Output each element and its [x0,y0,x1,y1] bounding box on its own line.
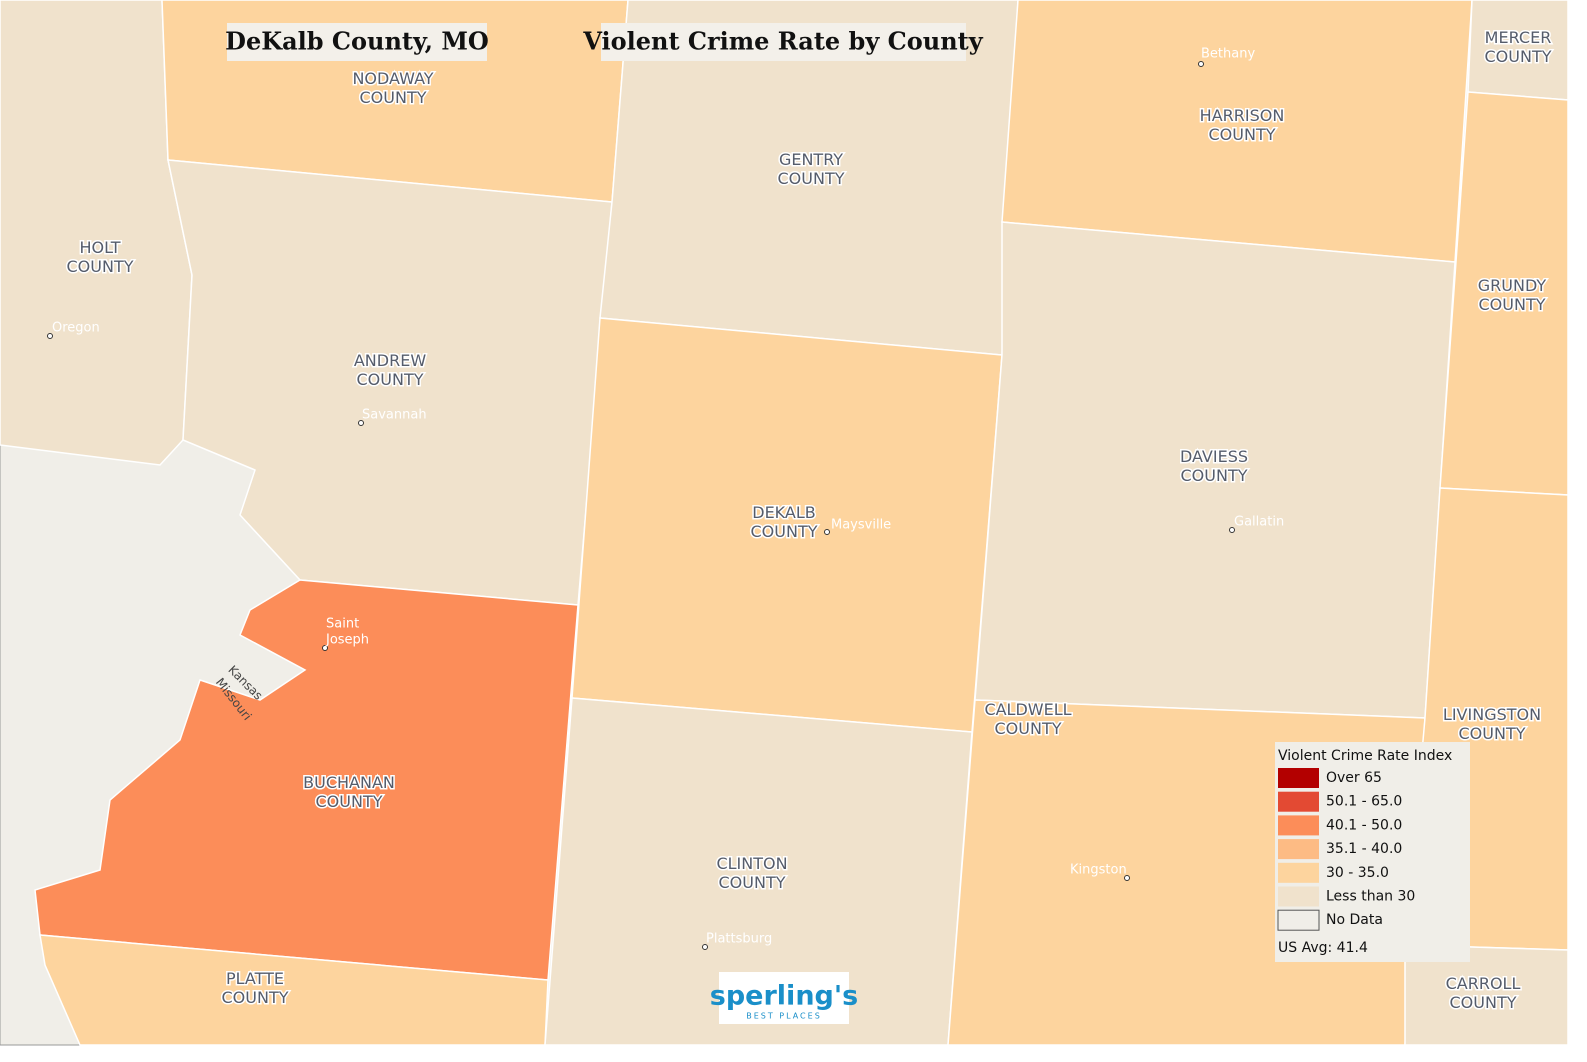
county-label: HARRISON [1200,106,1285,125]
county-label: ANDREW [354,351,426,370]
county-label: GRUNDY [1478,276,1547,295]
county-label: PLATTE [226,969,284,988]
county-label: NODAWAY [352,69,433,88]
county-label: COUNTY [778,169,845,188]
city-dot [1198,61,1204,67]
legend-label: 40.1 - 50.0 [1326,817,1402,833]
county-label: COUNTY [995,719,1062,738]
legend-label: Over 65 [1326,770,1382,786]
city-dot [47,333,53,339]
county-label: COUNTY [316,792,383,811]
city-label: Oregon [52,321,100,336]
county [1404,944,1569,1046]
city-dot [1124,875,1130,881]
city-label: Saint [326,617,359,632]
city-label: Bethany [1201,47,1255,62]
county-label: COUNTY [357,370,424,389]
county-label: CALDWELL [984,700,1071,719]
legend-note: US Avg: 41.4 [1278,940,1368,956]
title: DeKalb County, MO [225,27,489,56]
logo-box [719,972,849,1024]
legend-label: Less than 30 [1326,889,1415,905]
county-label: COUNTY [1209,125,1276,144]
county-label: COUNTY [1459,724,1526,743]
city-label: Kingston [1070,863,1127,878]
logo-tagline: BEST PLACES [746,1012,822,1021]
subtitle-box [601,23,966,61]
legend-label: 30 - 35.0 [1326,865,1389,881]
city-label: Plattsburg [706,932,772,947]
county-label: MERCER [1485,28,1552,47]
logo-name: sperling's [710,981,858,1012]
city-dot [358,420,364,426]
county-label: HOLT [79,238,120,257]
subtitle: Violent Crime Rate by County [582,27,983,56]
county-label: COUNTY [1181,466,1248,485]
legend-swatch [1278,815,1319,836]
county-label: CLINTON [716,854,787,873]
city-label: Joseph [325,633,369,648]
city-label: Savannah [362,408,427,423]
city-dot [702,944,708,950]
county [39,934,549,1046]
title-box [227,23,487,61]
county-label: COUNTY [751,522,818,541]
legend-swatch [1278,862,1319,883]
county-label: COUNTY [360,88,427,107]
legend-swatch [1278,839,1319,860]
legend-swatch [1278,791,1319,812]
county [0,0,193,466]
county-label: DEKALB [752,503,815,522]
city-dot [1229,527,1235,533]
legend-label: 35.1 - 40.0 [1326,841,1402,857]
legend-swatch [1278,886,1319,907]
county-label: COUNTY [1479,295,1546,314]
county-label: BUCHANAN [303,773,395,792]
legend-label: 50.1 - 65.0 [1326,794,1402,810]
legend-label: No Data [1326,912,1383,928]
legend-swatch [1278,768,1319,788]
county-label: CARROLL [1446,974,1521,993]
city-label: Maysville [831,518,891,533]
county-label: COUNTY [1485,47,1552,66]
county-label: COUNTY [1450,993,1517,1012]
legend-swatch [1277,909,1320,931]
city-label: Gallatin [1234,515,1284,530]
legend-title: Violent Crime Rate Index [1278,748,1452,764]
county-label: COUNTY [67,257,134,276]
county-label: LIVINGSTON [1443,705,1541,724]
county-label: COUNTY [222,988,289,1007]
county-label: DAVIESS [1180,447,1248,466]
city-dot [824,529,830,535]
county-label: COUNTY [719,873,786,892]
county-label: GENTRY [779,150,843,169]
city-dot [322,645,328,651]
